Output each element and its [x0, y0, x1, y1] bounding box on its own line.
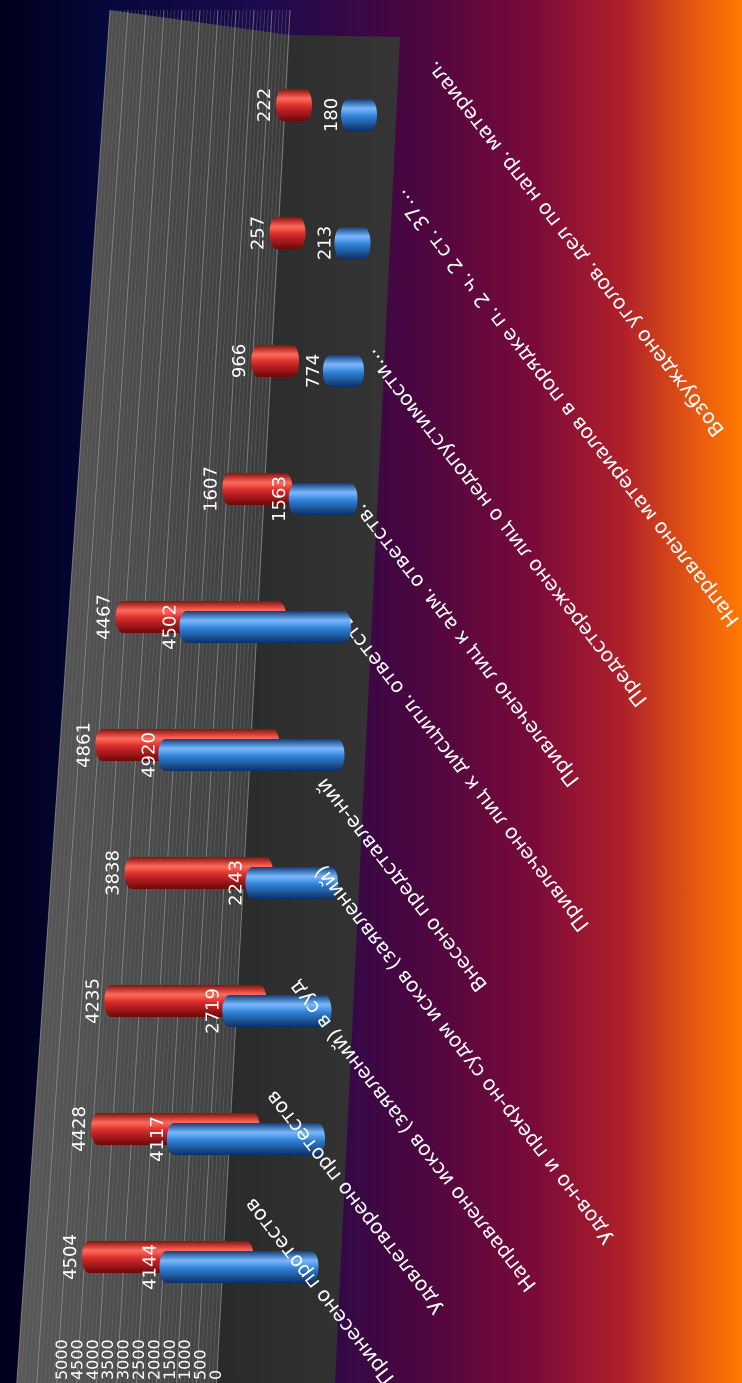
plot-area: 0500100015002000250030003500400045005000… — [15, 10, 742, 1383]
bar-series-1 — [251, 345, 299, 377]
category-label: Предостережено лиц о недопустимости... — [358, 345, 652, 712]
bar-series-2 — [158, 739, 344, 771]
data-label-series-2: 4920 — [138, 732, 159, 778]
data-label-series-2: 4117 — [147, 1116, 168, 1162]
bar-series-2-body — [323, 355, 364, 387]
data-label-series-2: 4502 — [159, 604, 180, 650]
bar-series-1 — [276, 89, 312, 121]
bar-series-1 — [269, 217, 305, 249]
bar-series-1-body — [251, 345, 299, 377]
bar-series-2-body — [334, 227, 370, 259]
bar-series-2-body — [179, 611, 351, 643]
data-label-series-1: 4504 — [60, 1234, 81, 1280]
data-label-series-2: 2243 — [225, 860, 246, 906]
bar-series-1-body — [276, 89, 312, 121]
data-label-series-1: 4467 — [94, 594, 115, 640]
data-label-series-1: 257 — [248, 216, 269, 250]
bar-series-2-body — [341, 99, 377, 131]
data-label-series-1: 4428 — [69, 1106, 90, 1152]
data-label-series-2: 180 — [321, 98, 342, 132]
bar-series-2 — [179, 611, 351, 643]
bar-series-2 — [341, 99, 377, 131]
data-label-series-2: 4144 — [139, 1244, 160, 1290]
data-label-series-1: 4235 — [82, 978, 103, 1024]
bar-series-2-body — [289, 483, 358, 515]
data-label-series-2: 774 — [303, 354, 324, 388]
bar-series-2 — [289, 483, 358, 515]
bar-series-2-body — [158, 739, 344, 771]
axis-tick-label: 5000 — [52, 1339, 71, 1380]
data-label-series-1: 4861 — [73, 722, 94, 768]
category-label: Привлечено лиц к адм. ответств. — [348, 500, 584, 792]
data-label-series-1: 222 — [254, 88, 275, 122]
data-label-series-1: 3838 — [103, 850, 124, 896]
bar-series-1-body — [269, 217, 305, 249]
data-label-series-1: 966 — [229, 344, 250, 378]
bar-series-2 — [334, 227, 370, 259]
bar-series-2 — [323, 355, 364, 387]
data-label-series-2: 213 — [315, 226, 336, 260]
category-label: Возбуждено уголов. дел по напр. материал… — [421, 57, 729, 442]
data-label-series-1: 1607 — [200, 466, 221, 512]
data-label-series-2: 2719 — [202, 988, 223, 1034]
data-label-series-2: 1563 — [269, 476, 290, 522]
